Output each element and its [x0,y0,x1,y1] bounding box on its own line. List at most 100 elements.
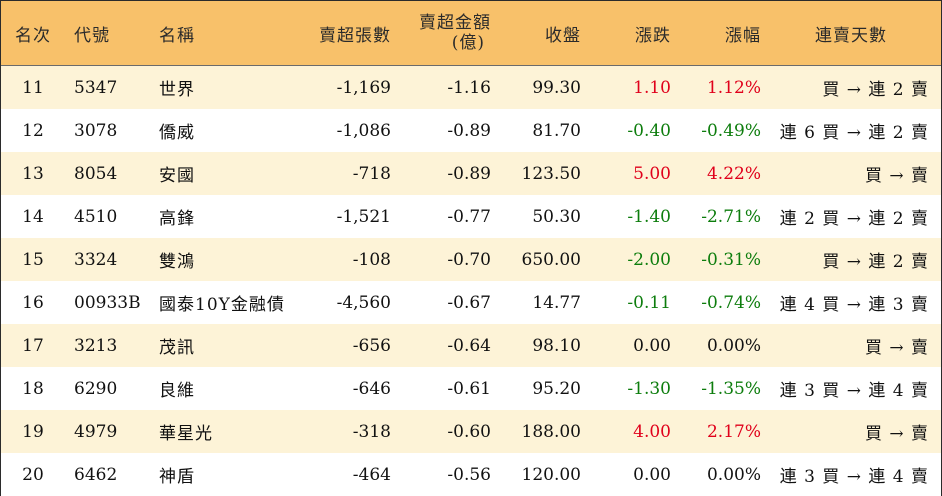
change-pct-cell: -2.71% [701,206,761,227]
header-net-sell-amount[interactable]: 賣超金額 (億) [401,1,491,65]
change-cell: -0.40 [627,120,671,141]
change-pct-cell: -1.35% [701,378,761,399]
net-sell-amount-cell: -0.77 [447,206,491,227]
header-change[interactable]: 漲跌 [635,25,671,46]
code-cell[interactable]: 3078 [74,120,118,141]
net-sell-amount-cell: -1.16 [447,77,491,98]
change-pct-cell: 0.00% [706,335,761,356]
net-sell-lots-cell: -4,560 [336,292,391,313]
change-cell: -0.11 [627,292,671,313]
streak-cell: 買 → 賣 [864,424,929,444]
streak-cell: 連 4 買 → 連 3 賣 [779,295,929,315]
header-net-sell-amount-unit: (億) [451,33,485,53]
net-sell-amount-cell: -0.61 [447,378,491,399]
code-cell[interactable]: 3213 [74,335,118,356]
change-cell: 4.00 [633,421,671,442]
net-sell-lots-cell: -1,169 [336,77,391,98]
streak-cell: 連 2 買 → 連 2 賣 [779,209,929,229]
name-cell[interactable]: 世界 [159,80,195,100]
change-pct-cell: -0.49% [701,120,761,141]
header-code[interactable]: 代號 [74,25,110,46]
header-net-sell-amount-label: 賣超金額 [419,13,491,33]
change-pct-cell: -0.31% [701,249,761,270]
name-cell[interactable]: 神盾 [159,467,195,487]
streak-cell: 買 → 賣 [864,166,929,186]
code-cell[interactable]: 5347 [74,77,118,98]
code-cell[interactable]: 4510 [74,206,118,227]
name-cell[interactable]: 安國 [159,166,195,186]
net-sell-amount-cell: -0.64 [447,335,491,356]
name-cell[interactable]: 國泰10Y金融債 [159,295,285,315]
close-cell: 98.10 [532,335,581,356]
close-cell: 50.30 [532,206,581,227]
net-sell-lots-cell: -318 [352,421,391,442]
net-sell-amount-cell: -0.56 [447,464,491,485]
name-cell[interactable]: 僑威 [159,123,195,143]
table-row[interactable]: 20 6462 神盾 -464 -0.56 120.00 0.00 0.00% 連 3 買 → … [1,453,941,496]
change-pct-cell: 1.12% [706,77,761,98]
change-cell: 5.00 [633,163,671,184]
header-rank[interactable]: 名次 [15,25,51,46]
code-cell[interactable]: 00933B [74,292,141,313]
net-sell-amount-cell: -0.67 [447,292,491,313]
rank-cell: 14 [22,206,44,227]
header-streak[interactable]: 連賣天數 [815,25,887,46]
rank-cell: 19 [22,421,44,442]
net-sell-lots-cell: -718 [352,163,391,184]
streak-cell: 連 6 買 → 連 2 賣 [779,123,929,143]
table-row[interactable]: 16 00933B 國泰10Y金融債 -4,560 -0.67 14.77 -0.11 -0.… [1,281,941,324]
header-change-pct[interactable]: 漲幅 [725,25,761,46]
table-row[interactable]: 19 4979 華星光 -318 -0.60 188.00 4.00 2.17% 買 → 賣 [1,410,941,453]
code-cell[interactable]: 4979 [74,421,118,442]
streak-cell: 買 → 連 2 賣 [822,252,929,272]
change-pct-cell: 2.17% [706,421,761,442]
close-cell: 123.50 [521,163,581,184]
header-net-sell-lots[interactable]: 賣超張數 [319,25,391,46]
name-cell[interactable]: 良維 [159,381,195,401]
table-row[interactable]: 17 3213 茂訊 -656 -0.64 98.10 0.00 0.00% 買 → 賣 [1,324,941,367]
net-sell-lots-cell: -656 [352,335,391,356]
net-sell-amount-cell: -0.89 [447,120,491,141]
rank-cell: 18 [22,378,44,399]
code-cell[interactable]: 6290 [74,378,118,399]
close-cell: 99.30 [532,77,581,98]
header-name[interactable]: 名稱 [159,25,195,46]
name-cell[interactable]: 茂訊 [159,338,195,358]
table-row[interactable]: 18 6290 良維 -646 -0.61 95.20 -1.30 -1.35% 連 3 買 →… [1,367,941,410]
close-cell: 14.77 [532,292,581,313]
change-cell: -1.40 [627,206,671,227]
change-cell: 1.10 [633,77,671,98]
net-sell-lots-cell: -1,086 [336,120,391,141]
net-sell-amount-cell: -0.70 [447,249,491,270]
table-row[interactable]: 15 3324 雙鴻 -108 -0.70 650.00 -2.00 -0.31% 買 → 連 … [1,238,941,281]
close-cell: 650.00 [521,249,581,270]
change-cell: 0.00 [633,464,671,485]
change-pct-cell: 4.22% [706,163,761,184]
header-close[interactable]: 收盤 [545,25,581,46]
table-row[interactable]: 11 5347 世界 -1,169 -1.16 99.30 1.10 1.12% 買 → 連 2… [1,66,941,109]
table-header: 名次 代號 名稱 賣超張數 賣超金額 (億) 收盤 漲跌 漲幅 連賣天數 [1,1,941,66]
close-cell: 81.70 [532,120,581,141]
close-cell: 120.00 [521,464,581,485]
net-sell-lots-cell: -108 [352,249,391,270]
streak-cell: 買 → 賣 [864,338,929,358]
code-cell[interactable]: 6462 [74,464,118,485]
rank-cell: 20 [22,464,44,485]
rank-cell: 17 [22,335,44,356]
change-pct-cell: -0.74% [701,292,761,313]
streak-cell: 連 3 買 → 連 4 賣 [779,381,929,401]
table-row[interactable]: 12 3078 僑威 -1,086 -0.89 81.70 -0.40 -0.49% 連 6 買… [1,109,941,152]
code-cell[interactable]: 3324 [74,249,118,270]
table-row[interactable]: 14 4510 高鋒 -1,521 -0.77 50.30 -1.40 -2.71% 連 2 買… [1,195,941,238]
name-cell[interactable]: 高鋒 [159,209,195,229]
code-cell[interactable]: 8054 [74,163,118,184]
change-cell: 0.00 [633,335,671,356]
close-cell: 95.20 [532,378,581,399]
name-cell[interactable]: 華星光 [159,424,213,444]
close-cell: 188.00 [521,421,581,442]
table-row[interactable]: 13 8054 安國 -718 -0.89 123.50 5.00 4.22% 買 → 賣 [1,152,941,195]
name-cell[interactable]: 雙鴻 [159,252,195,272]
net-sell-lots-cell: -646 [352,378,391,399]
rank-cell: 11 [22,77,44,98]
